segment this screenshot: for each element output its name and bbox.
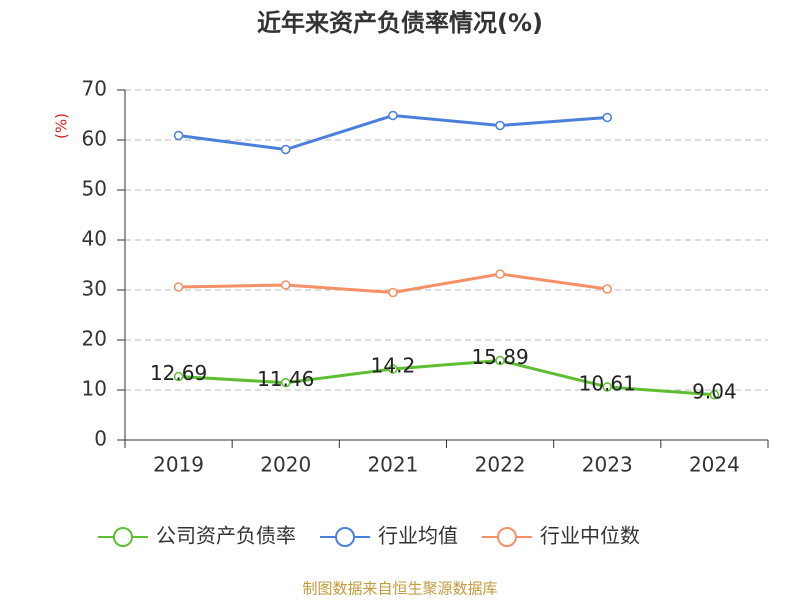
data-point	[388, 110, 398, 121]
y-tick-label: 60	[82, 127, 107, 151]
y-axis-label: (%)	[53, 113, 71, 139]
data-point	[602, 382, 612, 392]
data-point	[602, 112, 612, 123]
y-tick-label: 50	[82, 177, 107, 201]
series-line	[178, 359, 715, 397]
x-tick-label: 2024	[689, 453, 740, 477]
data-label: 10.61	[579, 371, 636, 395]
data-label: 11.46	[257, 367, 314, 391]
data-point	[281, 144, 291, 155]
legend-marker	[335, 527, 355, 547]
data-point	[388, 287, 398, 298]
x-tick-label: 2019	[153, 453, 204, 477]
data-point	[495, 120, 505, 131]
y-tick-label: 70	[82, 77, 107, 101]
x-tick-label: 2022	[475, 453, 526, 477]
series-line	[178, 113, 608, 152]
data-point	[173, 282, 184, 292]
data-point	[495, 269, 505, 279]
data-label: 9.04	[692, 379, 737, 403]
chart-title: 近年来资产负债率情况(%)	[257, 9, 543, 37]
data-point	[173, 371, 184, 382]
legend-label: 行业中位数	[540, 524, 640, 548]
legend-marker	[497, 527, 517, 547]
y-tick-label: 40	[82, 227, 107, 251]
data-point	[709, 390, 720, 400]
data-label: 14.2	[371, 354, 416, 378]
data-point	[281, 377, 291, 388]
legend-label: 公司资产负债率	[156, 524, 296, 548]
y-tick-label: 20	[82, 327, 107, 351]
data-point	[388, 364, 398, 374]
y-tick-label: 30	[82, 277, 107, 301]
data-label: 15.89	[471, 345, 528, 369]
data-label: 12.69	[150, 361, 207, 385]
x-tick-label: 2023	[582, 453, 633, 477]
data-point	[495, 355, 505, 366]
data-point	[602, 284, 612, 294]
legend-marker	[113, 527, 133, 547]
data-point	[173, 130, 184, 141]
source-note: 制图数据来自恒生聚源数据库	[302, 580, 497, 598]
data-point	[281, 280, 291, 290]
y-tick-label: 10	[82, 377, 107, 401]
x-tick-label: 2021	[367, 453, 418, 477]
legend-label: 行业均值	[378, 524, 458, 548]
y-tick-label: 0	[94, 427, 107, 451]
x-tick-label: 2020	[260, 453, 311, 477]
